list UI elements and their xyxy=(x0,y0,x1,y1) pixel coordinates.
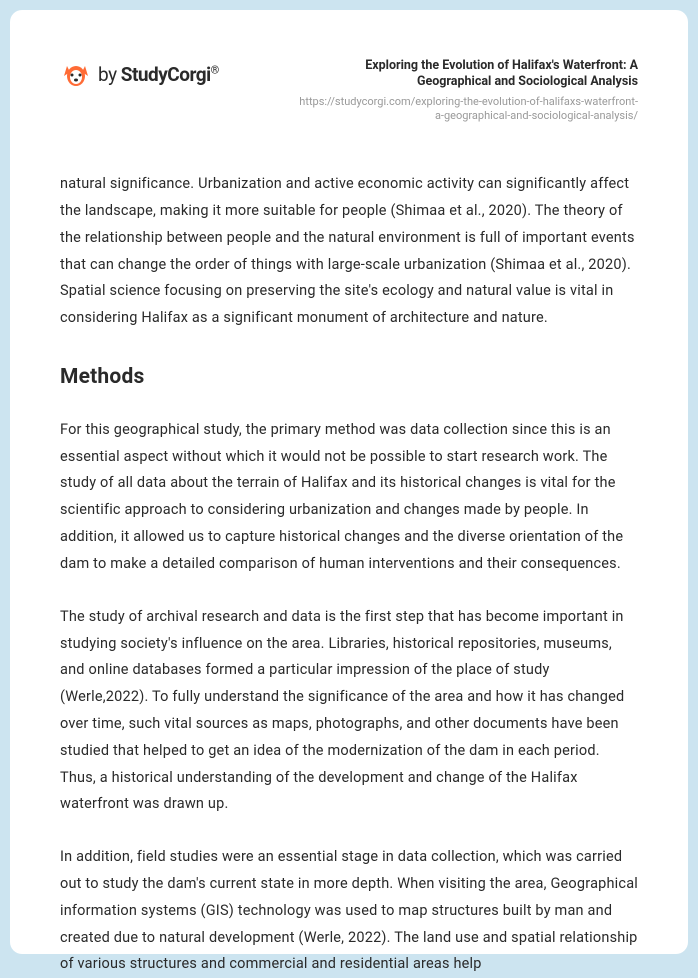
brand-prefix: by xyxy=(98,63,121,86)
header-meta: Exploring the Evolution of Halifax's Wat… xyxy=(298,58,638,123)
document-header: by StudyCorgi® Exploring the Evolution o… xyxy=(60,58,638,123)
studycorgi-logo-icon xyxy=(60,58,92,90)
paragraph-methods-3: In addition, field studies were an essen… xyxy=(60,844,638,978)
article-title: Exploring the Evolution of Halifax's Wat… xyxy=(298,58,638,91)
brand-text: by StudyCorgi® xyxy=(98,63,219,86)
paragraph-methods-2: The study of archival research and data … xyxy=(60,604,638,819)
registered-mark: ® xyxy=(211,63,219,76)
document-body: natural significance. Urbanization and a… xyxy=(60,171,638,978)
brand-container: by StudyCorgi® xyxy=(60,58,219,90)
article-url: https://studycorgi.com/exploring-the-evo… xyxy=(298,95,638,124)
paragraph-methods-1: For this geographical study, the primary… xyxy=(60,417,638,578)
paragraph-intro: natural significance. Urbanization and a… xyxy=(60,171,638,332)
brand-name: StudyCorgi xyxy=(121,63,211,86)
methods-heading: Methods xyxy=(60,358,638,397)
document-page: by StudyCorgi® Exploring the Evolution o… xyxy=(10,10,688,954)
